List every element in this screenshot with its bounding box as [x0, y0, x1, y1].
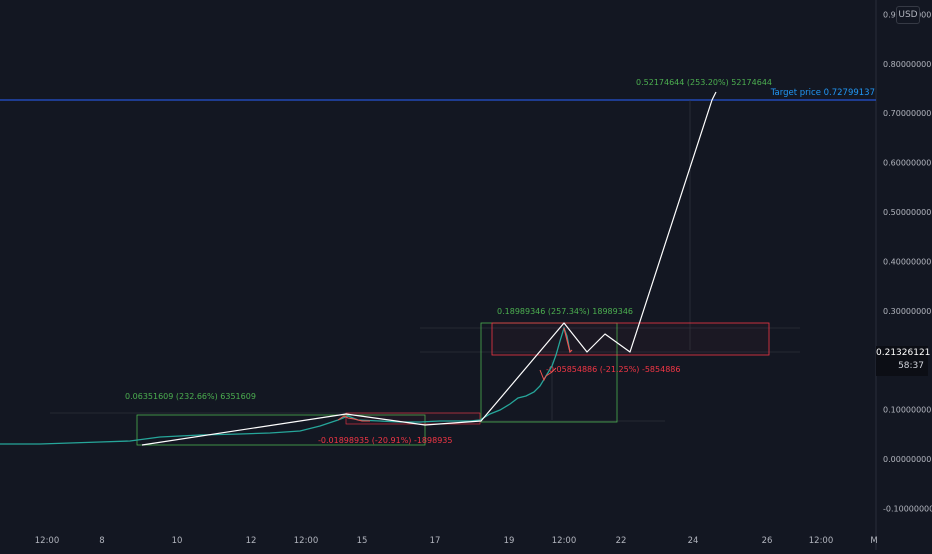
measure-label-4: -0.05854886 (-21.25%) -5854886 — [546, 365, 680, 374]
time-tick-label: M — [870, 536, 877, 546]
price-tick-label: 0.00000000 — [883, 455, 931, 464]
price-tick-label: 0.70000000 — [883, 109, 931, 118]
time-tick-label: 12 — [246, 536, 257, 546]
time-tick-label: 12:00 — [809, 536, 834, 546]
time-tick-label: 10 — [172, 536, 183, 546]
measure-label-5: 0.52174644 (253.20%) 52174644 — [636, 78, 772, 87]
time-axis[interactable]: 12:00 8 10 12 12:00 15 17 19 12:00 22 24 26 12:00 M — [35, 536, 878, 546]
time-tick-label: 12:00 — [552, 536, 577, 546]
time-tick-label: 15 — [357, 536, 368, 546]
time-tick-label: 19 — [504, 536, 515, 546]
time-tick-label: 12:00 — [35, 536, 60, 546]
price-tick-label: 0.60000000 — [883, 159, 931, 168]
bar-countdown: 58:37 — [898, 361, 924, 371]
current-price-tag: 0.21326121 58:37 — [876, 346, 931, 376]
price-tick-label: 0.30000000 — [883, 307, 931, 316]
price-tick-label: 0.40000000 — [883, 257, 931, 266]
price-series — [0, 325, 571, 445]
price-axis[interactable]: 0.900000000.800000000.700000000.60000000… — [883, 10, 932, 513]
price-tick-label: 0.50000000 — [883, 208, 931, 217]
measure-box-2[interactable] — [345, 412, 481, 425]
time-tick-label: 17 — [430, 536, 441, 546]
projection-path[interactable] — [141, 91, 717, 446]
time-tick-label: 8 — [99, 536, 104, 546]
time-tick-label: 26 — [762, 536, 773, 546]
measure-label-2: -0.01898935 (-20.91%) -1898935 — [318, 436, 452, 445]
measure-box-1[interactable] — [136, 414, 426, 446]
price-series-down — [539, 367, 557, 382]
price-series-down — [563, 327, 573, 354]
time-tick-label: 22 — [616, 536, 627, 546]
measure-label-1: 0.06351609 (232.66%) 6351609 — [125, 392, 256, 401]
measure-label-3: 0.18989346 (257.34%) 18989346 — [497, 307, 633, 316]
currency-badge[interactable]: USD — [896, 6, 920, 24]
price-tick-label: -0.10000000 — [883, 504, 932, 513]
time-tick-label: 24 — [688, 536, 699, 546]
target-price-label: Target price 0.72799137 — [770, 88, 875, 98]
current-price: 0.21326121 — [876, 348, 931, 358]
time-tick-label: 12:00 — [294, 536, 319, 546]
price-series-down — [337, 415, 370, 422]
price-tick-label: 0.80000000 — [883, 60, 931, 69]
price-tick-label: 0.10000000 — [883, 406, 931, 415]
